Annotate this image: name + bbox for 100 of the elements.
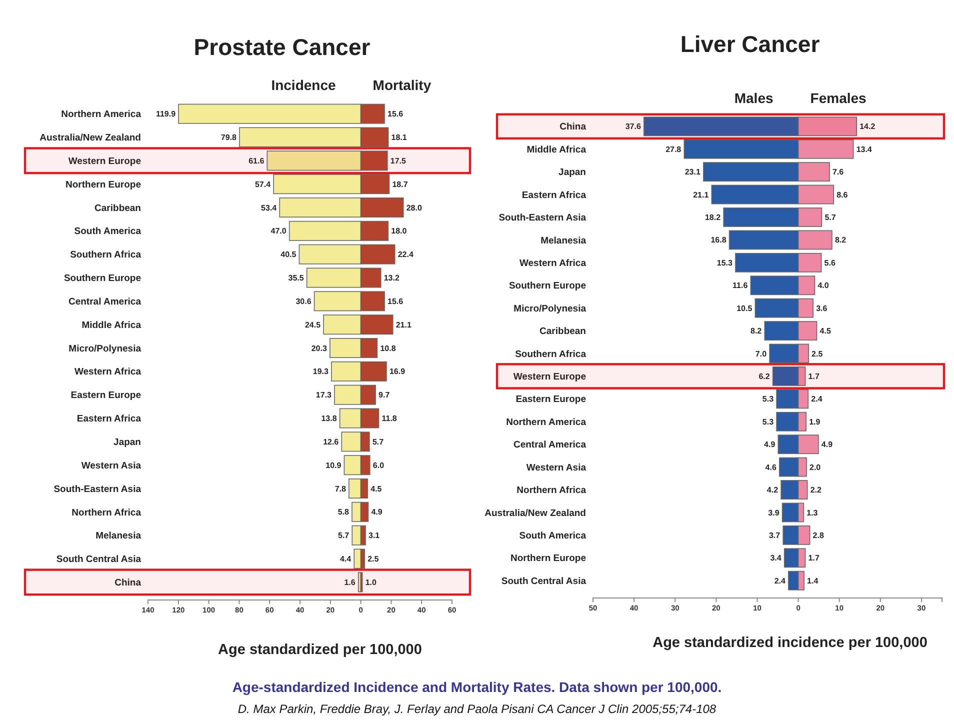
data-label: 17.3 <box>316 390 332 400</box>
y-tick-label: South-Eastern Asia <box>54 484 142 495</box>
data-label: 24.5 <box>304 320 322 330</box>
y-tick-label: Southern Africa <box>70 250 142 261</box>
data-label: 4.6 <box>765 462 777 472</box>
data-label: 5.3 <box>762 394 774 404</box>
data-label: 2.8 <box>812 530 824 540</box>
x-axis-title: Age standardized per 100,000 <box>218 642 422 658</box>
data-label: 4.5 <box>820 326 832 336</box>
data-label: 6.0 <box>372 460 385 470</box>
y-tick-label: China <box>560 122 587 133</box>
y-tick-label: Australia/New Zealand <box>40 132 142 144</box>
data-label: 17.5 <box>390 156 407 166</box>
data-label: 4.5 <box>370 484 382 494</box>
y-tick-label: Western Asia <box>81 460 142 472</box>
data-label: 5.6 <box>824 258 836 268</box>
data-label: 37.6 <box>625 122 642 132</box>
data-label: 18.1 <box>391 133 408 142</box>
data-label: 2.5 <box>812 349 824 358</box>
data-label: 2.2 <box>810 486 822 495</box>
data-label: 2.5 <box>368 554 380 564</box>
data-label: 9.7 <box>378 390 390 400</box>
x-axis-title: Age standardized incidence per 100,000 <box>652 635 928 651</box>
data-label: 2.4 <box>811 394 823 404</box>
data-label: 4.9 <box>821 440 834 450</box>
chart-title: Liver Cancer <box>680 31 820 57</box>
y-tick-label: Melanesia <box>96 530 142 542</box>
data-label: 8.2 <box>834 236 847 245</box>
data-label: 16.8 <box>710 236 727 245</box>
data-label: 61.6 <box>248 156 265 166</box>
data-label: 4.0 <box>818 281 830 290</box>
y-tick-label: Western Asia <box>526 462 587 474</box>
y-tick-label: Japan <box>558 167 586 178</box>
y-tick-label: Western Europe <box>513 372 586 383</box>
y-tick-label: Southern Europe <box>64 273 141 284</box>
data-label: 13.4 <box>856 144 872 154</box>
chart-title: Prostate Cancer <box>194 34 370 60</box>
y-tick-label: Central America <box>513 440 587 451</box>
y-tick-label: Micro/Polynesia <box>68 343 142 354</box>
data-label: 11.8 <box>382 414 398 424</box>
data-label: 8.2 <box>750 326 762 336</box>
data-label: 10.5 <box>736 304 753 313</box>
y-tick-label: Northern Europe <box>510 553 586 564</box>
data-label: 5.7 <box>824 213 836 222</box>
data-label: 1.7 <box>808 372 820 382</box>
data-label: 10.9 <box>326 460 342 470</box>
data-label: 53.4 <box>261 203 278 212</box>
data-label: 3.1 <box>368 531 380 540</box>
y-tick-label: South Central Asia <box>501 576 587 587</box>
data-label: 5.8 <box>338 508 350 517</box>
data-label: 3.6 <box>816 304 828 313</box>
data-label: 11.6 <box>732 281 748 290</box>
data-label: 13.8 <box>321 414 338 424</box>
data-label: 1.7 <box>808 554 820 563</box>
data-label: 5.3 <box>762 417 774 426</box>
data-label: 23.1 <box>684 168 701 177</box>
y-tick-label: South America <box>74 226 142 238</box>
data-label: 12.6 <box>323 437 340 446</box>
data-label: 10.8 <box>380 344 396 353</box>
data-label: 30.6 <box>296 296 312 306</box>
data-label: 18.0 <box>391 226 408 236</box>
y-tick-label: Northern Europe <box>66 179 141 190</box>
y-tick-label: Northern America <box>61 109 142 120</box>
series-label: Incidence <box>271 77 336 93</box>
data-label: 7.6 <box>832 168 844 177</box>
data-label: 4.9 <box>371 508 383 517</box>
data-label: 20.3 <box>311 344 328 353</box>
y-tick-label: Middle Africa <box>526 144 587 156</box>
data-label: 3.9 <box>768 508 780 518</box>
data-label: 16.9 <box>389 367 406 376</box>
y-tick-label: Eastern Europe <box>516 394 586 406</box>
data-label: 4.9 <box>764 440 776 450</box>
data-label: 7.0 <box>755 349 768 358</box>
data-label: 14.2 <box>860 122 876 132</box>
y-tick-label: Japan <box>114 437 142 448</box>
text: Age-standardized Incidence and Mortality Rates. Data shown per 100,000. <box>232 679 722 695</box>
y-tick-label: Northern Africa <box>72 507 142 518</box>
y-tick-label: South-Eastern Asia <box>498 212 587 224</box>
data-label: 3.4 <box>770 554 782 563</box>
y-tick-label: Western Africa <box>519 258 587 269</box>
data-label: 27.8 <box>666 144 682 154</box>
data-label: 13.2 <box>384 274 400 283</box>
data-label: 21.1 <box>396 320 412 330</box>
y-tick-label: Middle Africa <box>82 320 142 331</box>
data-label: 15.3 <box>716 258 734 268</box>
series-label: Females <box>810 90 867 106</box>
data-label: 6.2 <box>758 372 770 382</box>
y-tick-label: Northern Africa <box>516 485 587 496</box>
data-label: 79.8 <box>220 133 238 142</box>
y-tick-label: Caribbean <box>94 202 142 214</box>
data-label: 40.5 <box>280 250 297 260</box>
data-label: 28.0 <box>406 203 422 212</box>
data-label: 21.1 <box>693 190 710 200</box>
data-label: 8.6 <box>836 190 848 200</box>
data-label: 4.2 <box>766 486 779 495</box>
data-label: 2.4 <box>774 576 786 586</box>
data-label: 1.9 <box>809 417 821 426</box>
data-label: 35.5 <box>288 274 304 283</box>
data-label: 1.4 <box>807 576 819 586</box>
y-tick-label: Micro/Polynesia <box>514 303 587 314</box>
